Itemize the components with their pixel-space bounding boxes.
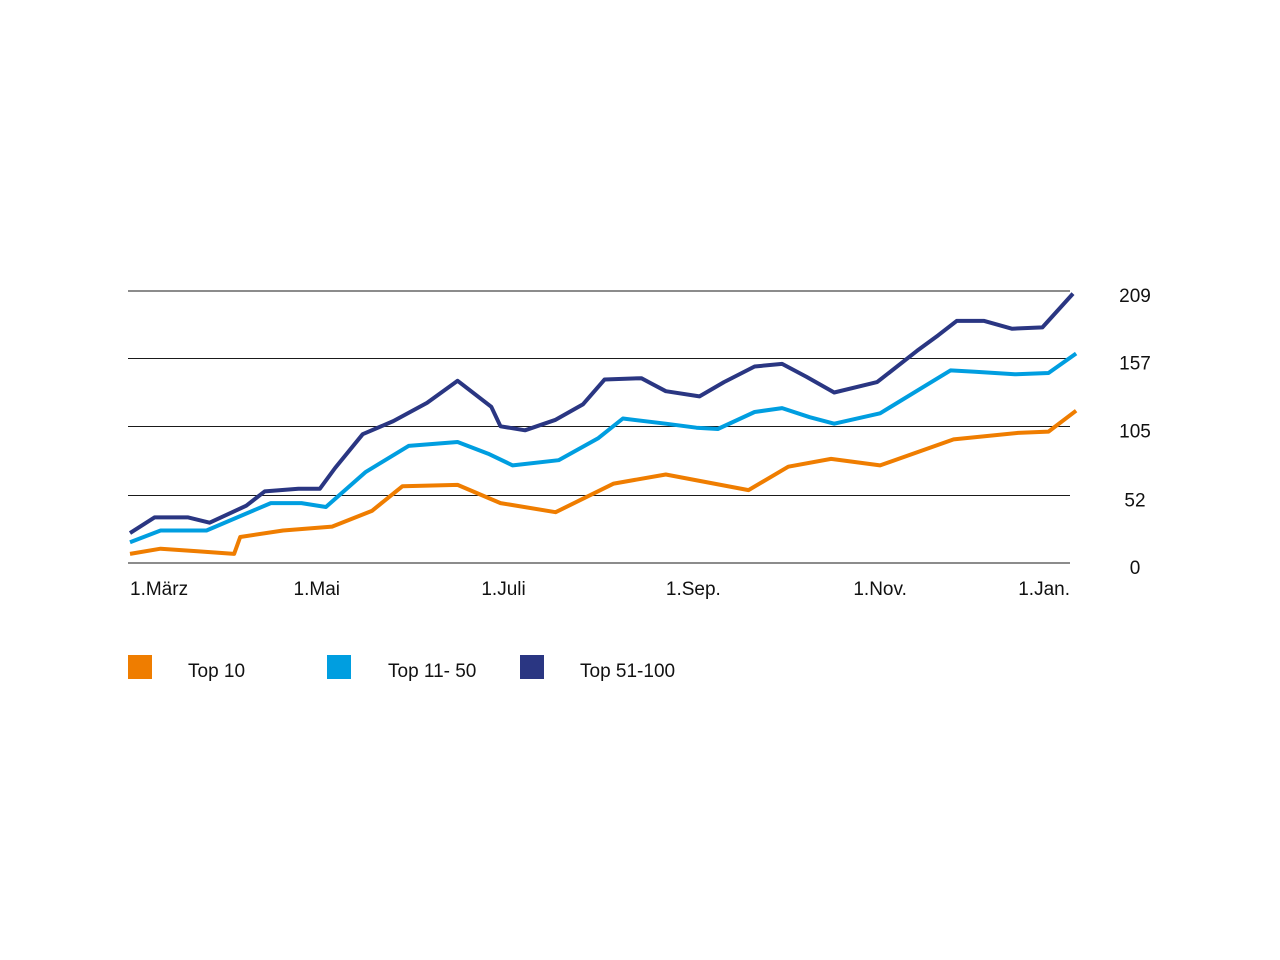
grid-lines [128,290,1070,564]
series-line-1 [129,409,1078,556]
y-tick-label: 0 [1130,558,1141,579]
x-tick-label: 1.Nov. [853,579,907,600]
x-axis-ticks: 1.März 1.Mai 1.Juli 1.Sep. 1.Nov. 1.Jan. [130,579,1070,600]
y-tick-label: 209 [1119,286,1151,307]
legend-swatch [128,655,152,679]
legend-swatch [520,655,544,679]
y-axis-ticks: 0 52 105 157 209 [1119,286,1151,579]
y-tick-label: 52 [1124,490,1145,511]
legend-swatch [327,655,351,679]
x-tick-label: 1.März [130,579,188,600]
x-tick-label: 1.Sep. [666,579,721,600]
y-tick-label: 105 [1119,421,1151,442]
x-tick-label: 1.Mai [294,579,340,600]
series-line-3 [128,292,1075,535]
series-line-2 [129,351,1078,545]
series-lines [128,292,1078,556]
legend-label: Top 11- 50 [388,661,476,682]
y-tick-label: 157 [1119,354,1151,375]
legend-label: Top 51-100 [580,661,675,682]
legend: Top 10 Top 11- 50 Top 51-100 [128,655,675,682]
x-tick-label: 1.Juli [481,579,525,600]
x-tick-label: 1.Jan. [1018,579,1070,600]
legend-label: Top 10 [188,661,245,682]
